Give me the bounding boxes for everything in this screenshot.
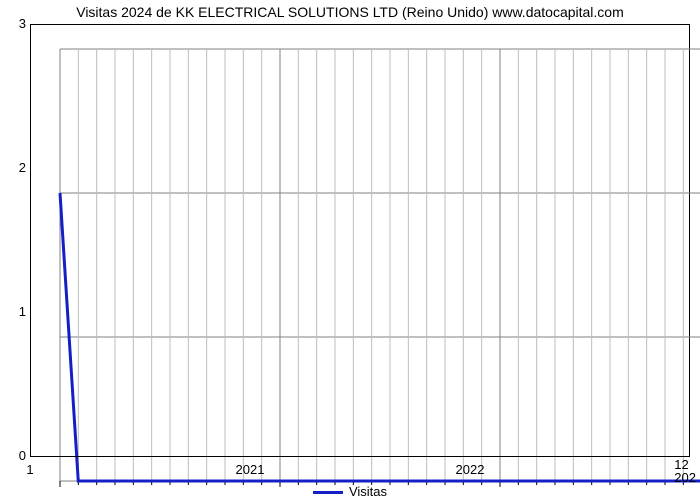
x-left-label: 1 [26,462,33,477]
y-tick-label: 3 [6,16,26,31]
y-tick-label: 2 [6,160,26,175]
plot-area [30,24,690,456]
x-axis [30,456,690,457]
chart-title: Visitas 2024 de KK ELECTRICAL SOLUTIONS … [0,4,700,20]
x-tick-label: 2022 [456,462,485,477]
series-svg [60,49,700,481]
x-tick-label: 2021 [236,462,265,477]
y-tick-label: 1 [6,304,26,319]
chart-container: { "chart": { "type": "line", "title": "V… [0,0,700,500]
legend-label: Visitas [349,484,387,499]
y-tick-label: 0 [6,448,26,463]
y-axis [30,24,31,456]
legend: Visitas [0,484,700,499]
x-right-label: 12202 [674,458,696,484]
legend-swatch [313,491,343,494]
